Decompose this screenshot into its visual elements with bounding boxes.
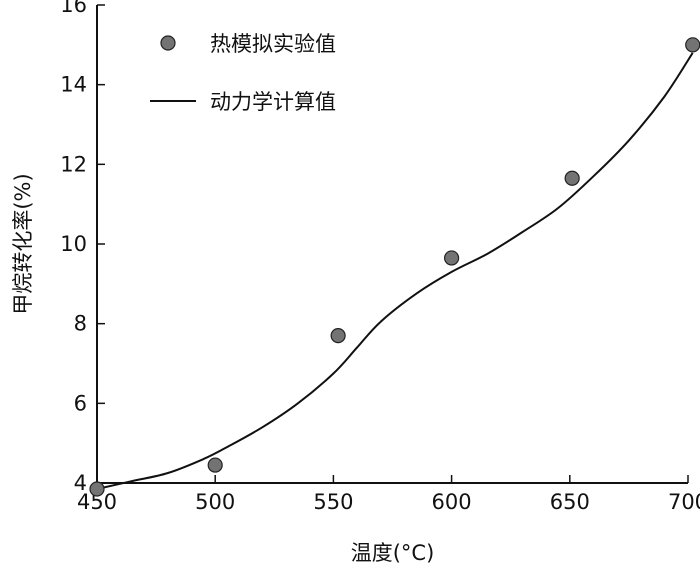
axes	[96, 5, 688, 484]
y-tick-label: 10	[60, 232, 87, 256]
y-tick-label: 4	[74, 471, 87, 495]
y-tick-label: 12	[60, 152, 87, 176]
data-point-experiment	[685, 37, 700, 53]
data-point-experiment	[207, 457, 223, 473]
x-tick-label: 550	[313, 490, 353, 514]
tick-marks	[96, 4, 689, 484]
x-tick-label: 650	[550, 490, 590, 514]
legend-marker-experiment	[160, 35, 176, 51]
data-point-experiment	[444, 250, 460, 266]
data-point-experiment	[89, 481, 105, 497]
y-tick-label: 16	[60, 0, 87, 17]
x-tick-label: 700	[668, 490, 700, 514]
y-tick-label: 14	[60, 73, 87, 97]
data-point-experiment	[564, 170, 580, 186]
series-layer	[89, 37, 700, 497]
x-axis-title: 温度(°C)	[351, 541, 435, 565]
x-tick-label: 600	[432, 490, 472, 514]
y-tick-label: 6	[74, 391, 87, 415]
data-point-experiment	[330, 328, 346, 344]
x-tick-label: 500	[195, 490, 235, 514]
series-line-kinetics	[96, 52, 694, 490]
legend-label-kinetics: 动力学计算值	[210, 90, 336, 114]
y-tick-label: 8	[74, 312, 87, 336]
y-axis-title: 甲烷转化率(%)	[11, 173, 35, 314]
tick-labels: 45050055060065070046810121416	[60, 0, 700, 514]
legend-label-experiment: 热模拟实验值	[210, 32, 336, 56]
